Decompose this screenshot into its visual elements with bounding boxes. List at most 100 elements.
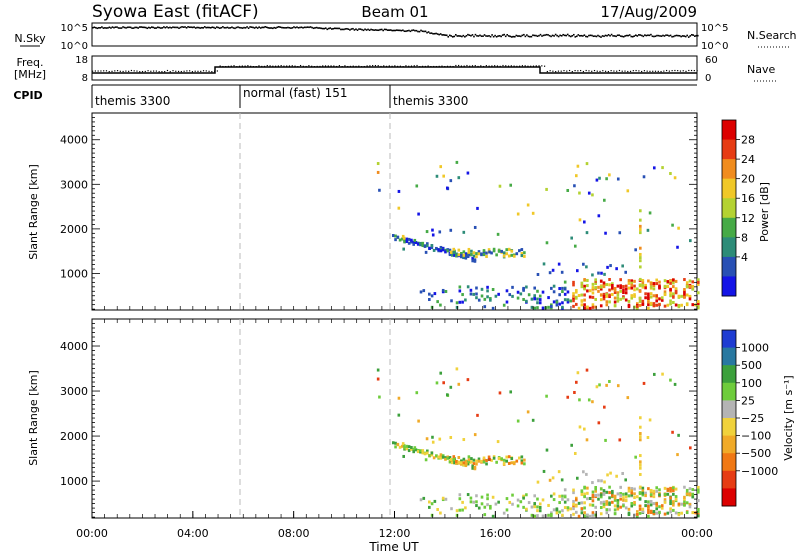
power-cell (464, 298, 467, 302)
nave-sample (399, 65, 401, 67)
velocity-cell (461, 500, 464, 504)
power-cell (426, 242, 429, 246)
power-cell (602, 295, 606, 299)
power-cell (464, 256, 468, 260)
velocity-cell (594, 489, 598, 493)
velocity-echo-cells (376, 367, 700, 518)
velocity-cell (465, 461, 468, 465)
velocity-cell (691, 495, 695, 499)
nsky-sample (341, 28, 344, 31)
velocity-cell (619, 485, 622, 489)
velocity-cell (641, 510, 645, 514)
power-cell (697, 300, 700, 304)
velocity-cell (582, 470, 585, 474)
power-cell (482, 253, 486, 257)
power-cell (585, 162, 589, 166)
velocity-cell (483, 513, 487, 517)
power-cell (487, 248, 491, 252)
velocity-cell (652, 491, 656, 495)
power-cell (604, 231, 607, 235)
power-cell (460, 251, 463, 255)
velocity-cell (480, 459, 483, 463)
velocity-cell (647, 511, 650, 515)
nsky-sample (509, 35, 512, 38)
velocity-cell (652, 489, 656, 493)
velocity-cell (455, 513, 459, 517)
nsky-sample (335, 27, 338, 30)
velocity-cell (663, 500, 667, 504)
velocity-cell (676, 453, 679, 457)
velocity-cell (413, 446, 417, 450)
velocity-cell (492, 456, 496, 460)
nsky-sample (495, 35, 498, 38)
nave-sample (119, 70, 121, 72)
nave-sample (172, 70, 174, 72)
nsky-sample (267, 27, 270, 29)
power-cell (582, 262, 585, 266)
velocity-cell (602, 505, 606, 509)
nsky-sample (423, 30, 425, 33)
velocity-cell (452, 455, 456, 459)
power-cell (557, 262, 561, 266)
nsky-sample (491, 34, 493, 36)
velocity-cell (412, 447, 415, 451)
velocity-cell (533, 505, 536, 509)
velocity-cell (489, 504, 492, 508)
nave-sample (366, 65, 368, 67)
power-cell (422, 289, 426, 293)
velocity-cell (624, 478, 627, 482)
velocity-cell (613, 512, 617, 516)
velocity-cell (639, 466, 642, 470)
power-cell (547, 305, 550, 309)
nsky-sample (149, 27, 152, 29)
velocity-cell (545, 394, 548, 398)
velocity-cell (608, 491, 611, 495)
nave-sample (488, 65, 490, 67)
power-cell (509, 183, 513, 187)
power-cell (677, 226, 680, 230)
power-cell (376, 162, 380, 166)
velocity-cell (526, 410, 530, 414)
nave-sample (458, 64, 460, 67)
velocity-cell (613, 494, 617, 498)
velocity-cell (591, 481, 594, 485)
nave-sample (244, 65, 246, 67)
nsky-sample (373, 29, 375, 31)
power-cell (542, 262, 546, 266)
nsky-sample (262, 26, 265, 29)
velocity-cell (613, 496, 617, 500)
power-cell (652, 287, 656, 291)
velocity-cell (638, 507, 642, 511)
nsky-sample (391, 29, 394, 32)
velocity-cell (511, 502, 514, 506)
nsky-sample (200, 26, 203, 29)
power-cell (641, 299, 645, 303)
velocity-cell (566, 395, 570, 399)
nsky-sample (553, 35, 555, 37)
velocity-cell (419, 498, 423, 502)
nsky-sample (606, 34, 608, 37)
nave-sample (441, 65, 443, 67)
nave-sample (147, 70, 149, 72)
nsky-sample (279, 26, 282, 28)
power-cell (658, 297, 661, 301)
nsky-sample (329, 27, 332, 29)
velocity-cell (608, 379, 611, 383)
nsky-sample (458, 35, 460, 37)
nsky-sample (420, 29, 422, 32)
cpid-panel: CPID themis 3300 normal (fast) 151 themi… (13, 84, 697, 108)
velocity-cell (500, 457, 503, 461)
velocity-cell (639, 463, 642, 467)
velocity-cell (572, 491, 575, 495)
power-cell (430, 246, 434, 250)
nsky-sample (385, 28, 388, 31)
colorbar-swatch (722, 237, 736, 258)
time-tick-label: 16:00 (479, 527, 511, 540)
nave-sample (574, 69, 576, 72)
power-cell (469, 288, 473, 292)
power-cell (635, 287, 639, 291)
nave-sample (577, 70, 579, 72)
velocity-cell (536, 514, 539, 518)
